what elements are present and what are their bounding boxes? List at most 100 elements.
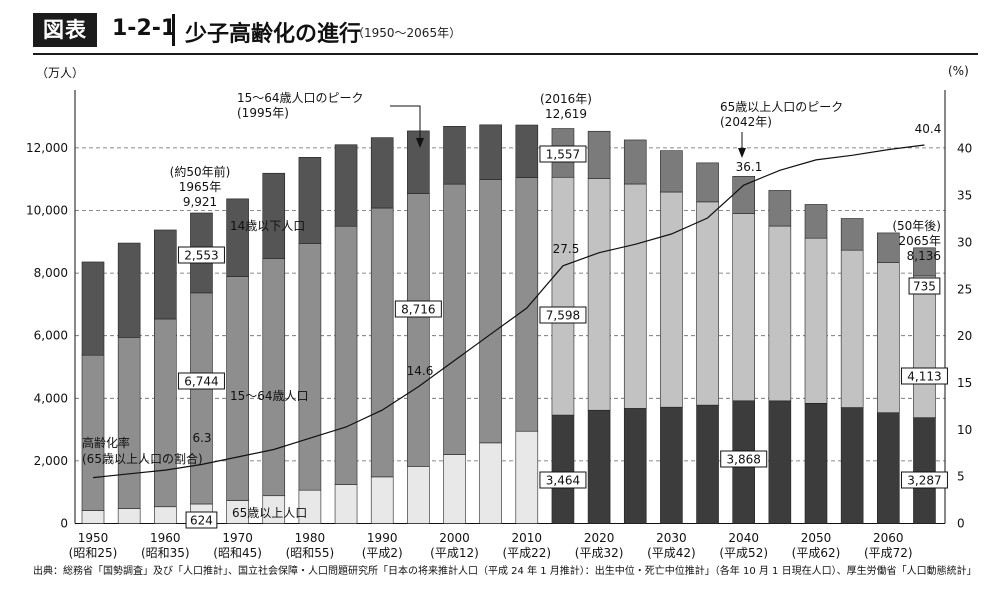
y-tick-label: 10,000 — [26, 204, 68, 218]
bar-working-age — [370, 207, 394, 478]
value-label-youth-2065: 735 — [913, 280, 936, 294]
value-label-working-1995-box — [394, 300, 442, 318]
value-label-elderly-1965: 624 — [190, 514, 213, 528]
y2-tick-label: 20 — [957, 329, 972, 343]
y2-tick-label: 25 — [957, 282, 972, 296]
bar-working-age — [768, 225, 792, 402]
x-tick-year: 2060 — [873, 531, 904, 545]
bar-elderly — [913, 417, 936, 524]
bar-youth — [334, 144, 358, 227]
bar-elderly — [443, 454, 466, 524]
annotation-2065-year: 2065年 — [898, 234, 941, 248]
value-label-elderly-2065: 3,287 — [907, 474, 941, 488]
bar-youth — [407, 130, 430, 194]
value-label-working-1995: 8,716 — [401, 303, 435, 317]
value-label-youth-2016-box — [539, 145, 587, 163]
annotation-working-peak-arrowhead — [416, 138, 424, 148]
x-tick-year: 2050 — [801, 531, 832, 545]
bar-working-age — [334, 225, 358, 485]
rate-label-2016: 27.5 — [553, 242, 580, 256]
x-tick-era: (平成62) — [792, 546, 841, 560]
bar-elderly — [876, 412, 900, 524]
series-label-youth: 14歳以下人口 — [230, 219, 305, 233]
figure-title: 少子高齢化の進行 — [185, 22, 362, 47]
bar-working-age — [154, 318, 177, 508]
x-tick-era: (平成22) — [502, 546, 551, 560]
bar-working-age — [443, 183, 466, 455]
x-tick-year: 1990 — [367, 531, 398, 545]
value-label-working-2065: 4,113 — [907, 370, 941, 384]
bar-youth — [262, 172, 286, 259]
x-tick-year: 2030 — [656, 531, 687, 545]
bar-youth — [443, 126, 466, 185]
value-label-working-2065-box — [900, 367, 948, 385]
bar-working-age — [587, 178, 611, 411]
annotation-1965-total: 9,921 — [183, 195, 217, 209]
value-label-working-2016-box — [539, 306, 587, 324]
annotation-2065-label: (50年後) — [892, 219, 941, 233]
bar-working-age — [407, 193, 430, 467]
rate-label-1965: 6.3 — [192, 431, 211, 445]
annotation-working-peak-leader — [390, 105, 421, 140]
figure-range: （1950〜2065年） — [352, 26, 462, 40]
header-divider — [172, 14, 175, 46]
x-tick-year: 1980 — [295, 531, 326, 545]
bar-elderly — [804, 402, 828, 524]
annotation-elderly-peak-year: (2042年) — [720, 115, 772, 129]
bar-youth — [913, 247, 936, 277]
x-tick-era: (昭和55) — [286, 546, 335, 560]
bar-youth — [154, 229, 177, 320]
figure-badge: 図表 — [33, 13, 97, 47]
y2-tick-label: 5 — [957, 470, 965, 484]
bar-youth — [81, 261, 105, 356]
bar-elderly — [334, 484, 358, 524]
x-tick-era: (平成12) — [430, 546, 479, 560]
y-tick-label: 4,000 — [34, 391, 68, 405]
bar-working-age — [623, 183, 647, 409]
y2-tick-label: 40 — [957, 142, 972, 156]
bar-elderly — [660, 406, 683, 524]
bar-youth — [768, 190, 792, 227]
annotation-1965-year: 1965年 — [179, 180, 222, 194]
annotation-2016-year: (2016年) — [540, 92, 592, 106]
bar-youth — [515, 124, 539, 178]
value-label-elderly-2040-box — [720, 450, 768, 468]
bar-youth — [298, 157, 322, 244]
annotation-working-peak-year: (1995年) — [237, 106, 289, 120]
y-tick-label: 0 — [60, 517, 68, 531]
rate-label-2040: 36.1 — [736, 160, 763, 174]
left-axis-unit: （万人） — [36, 66, 85, 80]
bar-elderly — [370, 476, 394, 524]
bar-elderly — [81, 510, 105, 524]
bar-working-age — [913, 275, 936, 418]
bar-working-age — [660, 191, 683, 408]
series-label-elderly: 65歳以上人口 — [232, 506, 307, 520]
value-label-elderly-2065-box — [900, 471, 948, 489]
source-note: 出典：総務省「国勢調査」及び「人口推計」、国立社会保障・人口問題研究所「日本の将… — [33, 566, 977, 577]
bar-elderly — [840, 407, 864, 524]
x-tick-year: 2020 — [584, 531, 615, 545]
bar-elderly — [515, 430, 539, 524]
value-label-working-1965-box — [177, 372, 225, 390]
x-tick-era: (昭和45) — [213, 546, 262, 560]
y2-tick-label: 10 — [957, 423, 972, 437]
aging-rate-line — [92, 144, 925, 479]
bar-youth — [587, 130, 611, 179]
x-tick-year: 1950 — [78, 531, 109, 545]
bar-working-age — [551, 176, 575, 416]
bar-working-age — [732, 213, 756, 402]
x-tick-era: (昭和35) — [141, 546, 190, 560]
bar-youth — [479, 124, 502, 180]
x-tick-year: 1960 — [150, 531, 181, 545]
value-label-youth-2065-box — [908, 277, 941, 295]
bar-youth — [840, 218, 864, 251]
right-axis-unit: (%) — [948, 64, 969, 78]
bar-elderly — [117, 508, 141, 524]
series-label-working-age: 15〜64歳人口 — [230, 389, 309, 403]
bar-elderly — [768, 400, 792, 524]
x-tick-era: (昭和25) — [69, 546, 118, 560]
bar-youth — [804, 204, 828, 239]
bar-elderly — [407, 466, 430, 524]
x-tick-year: 1970 — [222, 531, 253, 545]
